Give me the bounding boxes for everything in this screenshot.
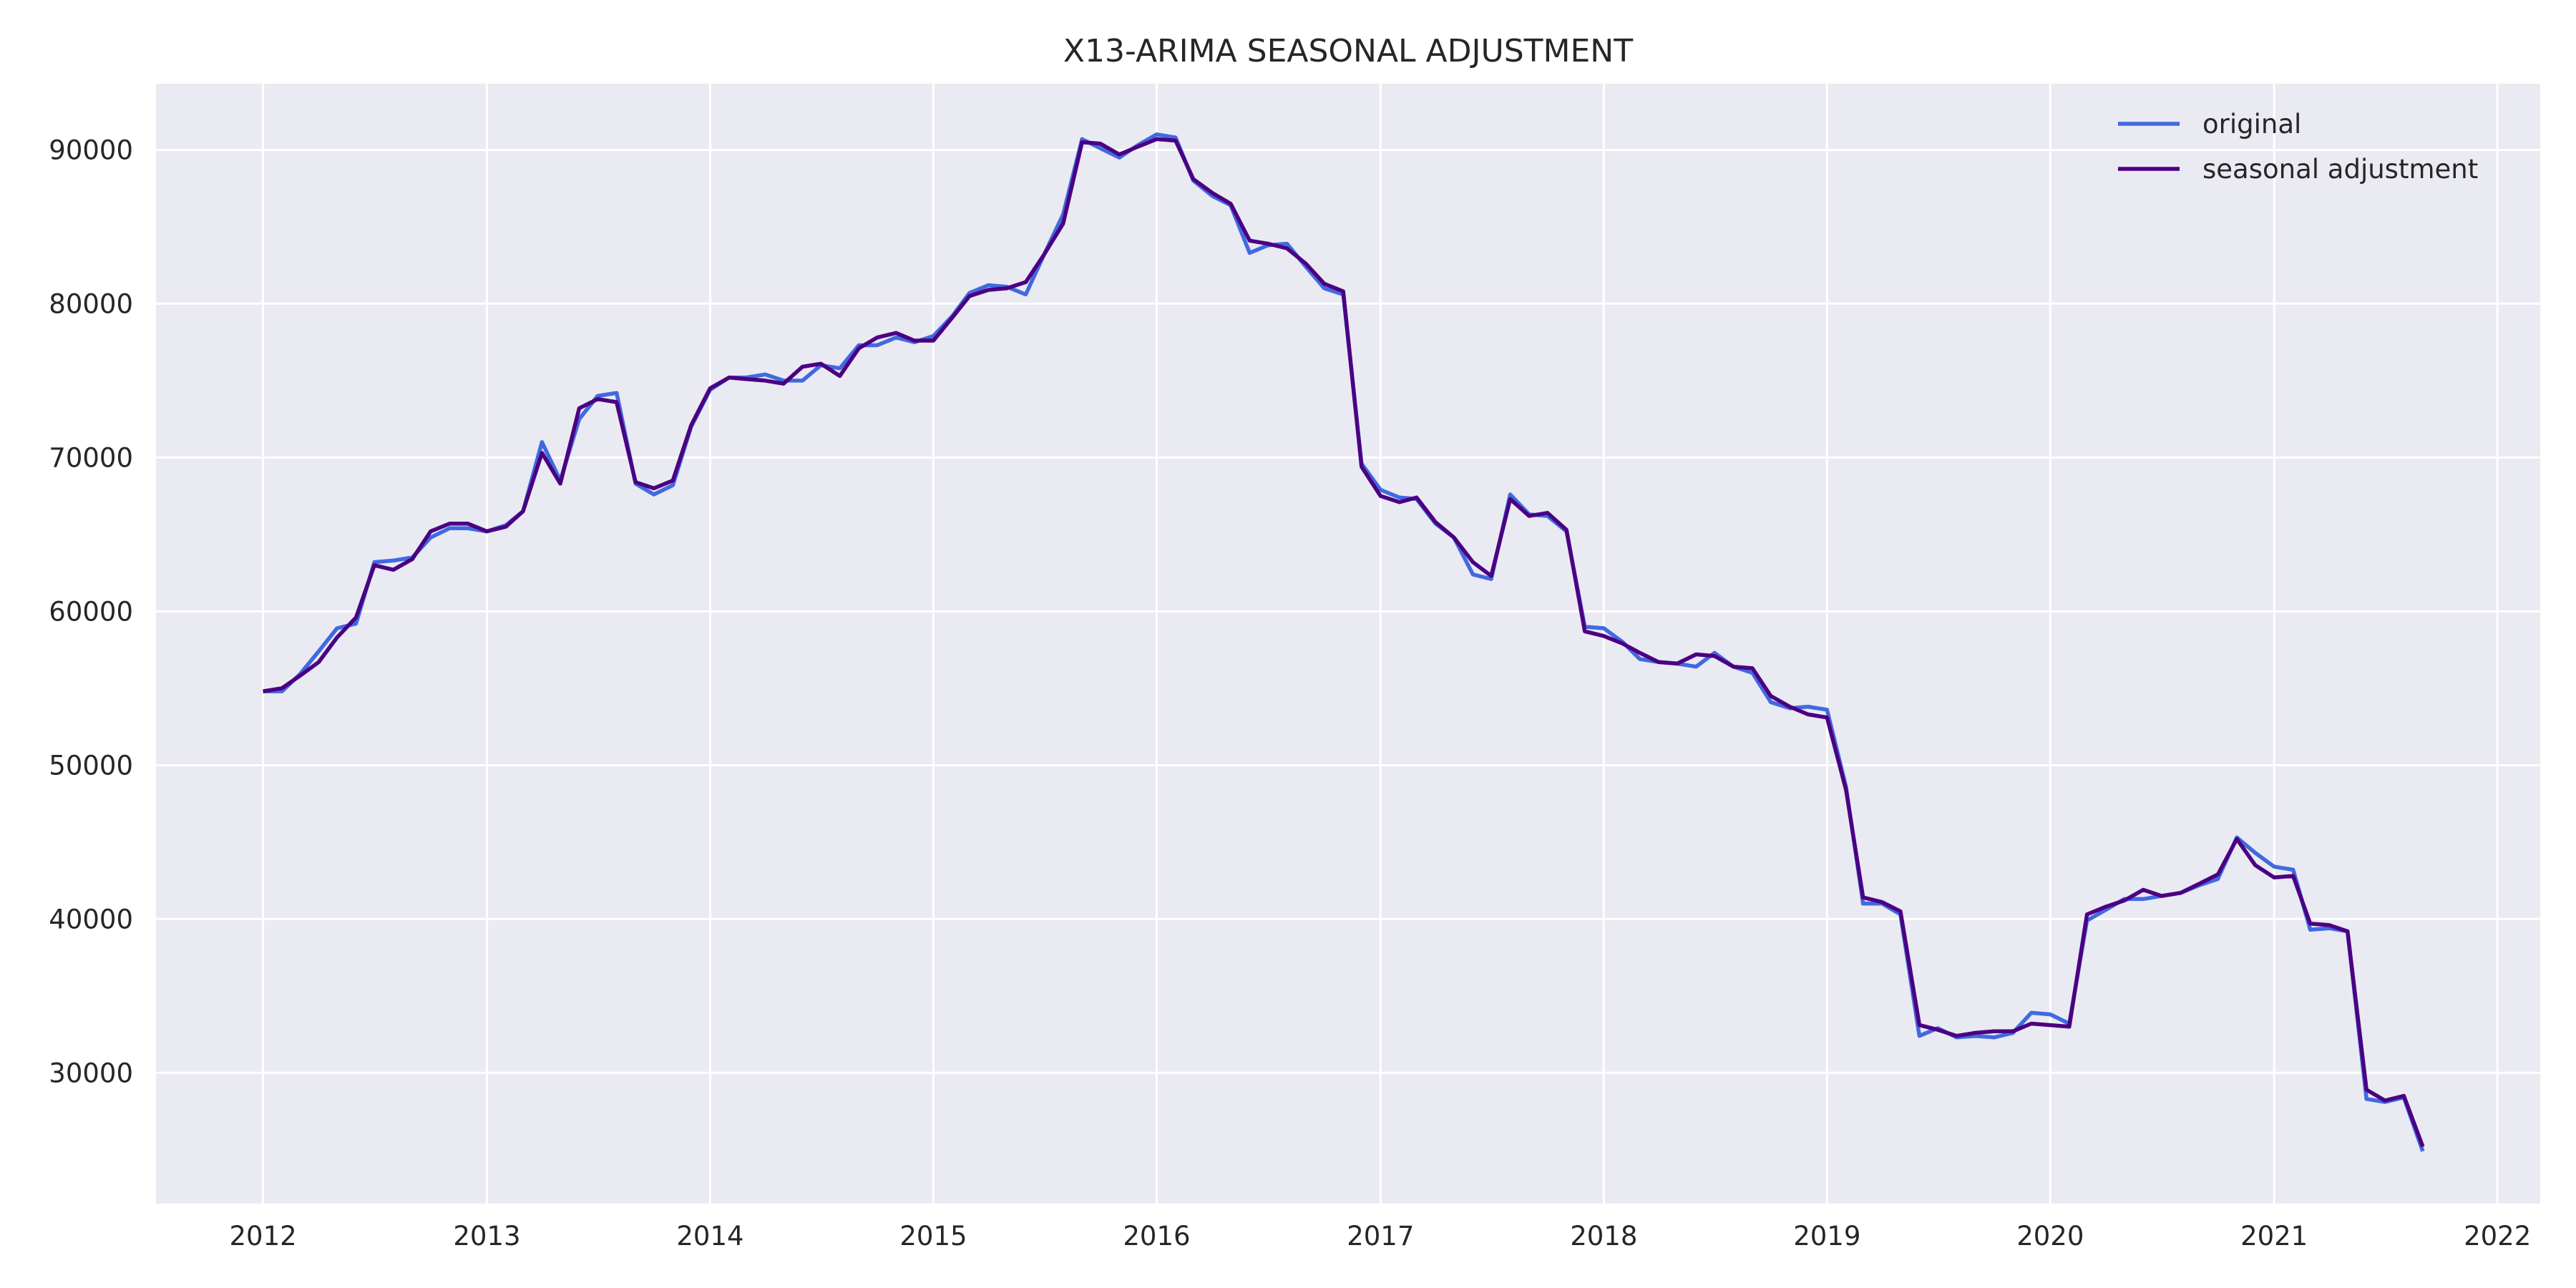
y-tick-labels: 30000 40000 50000 60000 70000 80000 90000 xyxy=(49,135,133,1088)
x-tick-label: 2017 xyxy=(1347,1221,1414,1252)
x-tick-label: 2016 xyxy=(1123,1221,1190,1252)
legend-label-original: original xyxy=(2202,109,2301,140)
legend: original seasonal adjustment xyxy=(2118,109,2478,185)
chart-title: X13-ARIMA SEASONAL ADJUSTMENT xyxy=(1063,33,1633,69)
x-tick-label: 2022 xyxy=(2464,1221,2531,1252)
x-tick-label: 2020 xyxy=(2016,1221,2084,1252)
series-line-seasonal-adjustment xyxy=(263,137,2425,1148)
x-tick-label: 2018 xyxy=(1570,1221,1637,1252)
legend-label-seasonal-adjustment: seasonal adjustment xyxy=(2202,154,2478,185)
y-tick-label: 30000 xyxy=(49,1058,133,1088)
y-tick-label: 70000 xyxy=(49,442,133,473)
y-tick-label: 60000 xyxy=(49,596,133,627)
x-tick-label: 2021 xyxy=(2240,1221,2308,1252)
y-tick-label: 40000 xyxy=(49,904,133,935)
y-gridlines xyxy=(156,148,2540,1074)
x-gridlines xyxy=(262,84,2499,1204)
series-layer xyxy=(263,132,2425,1152)
plot-background xyxy=(156,84,2540,1204)
x-tick-label: 2012 xyxy=(230,1221,297,1252)
x-tick-label: 2019 xyxy=(1793,1221,1860,1252)
y-tick-label: 50000 xyxy=(49,750,133,781)
x-tick-label: 2013 xyxy=(453,1221,520,1252)
x-tick-label: 2014 xyxy=(676,1221,743,1252)
y-tick-label: 80000 xyxy=(49,288,133,319)
y-tick-label: 90000 xyxy=(49,135,133,165)
x-tick-labels: 2012 2013 2014 2015 2016 2017 2018 2019 2020 2021… xyxy=(230,1221,2532,1252)
x-tick-label: 2015 xyxy=(899,1221,967,1252)
